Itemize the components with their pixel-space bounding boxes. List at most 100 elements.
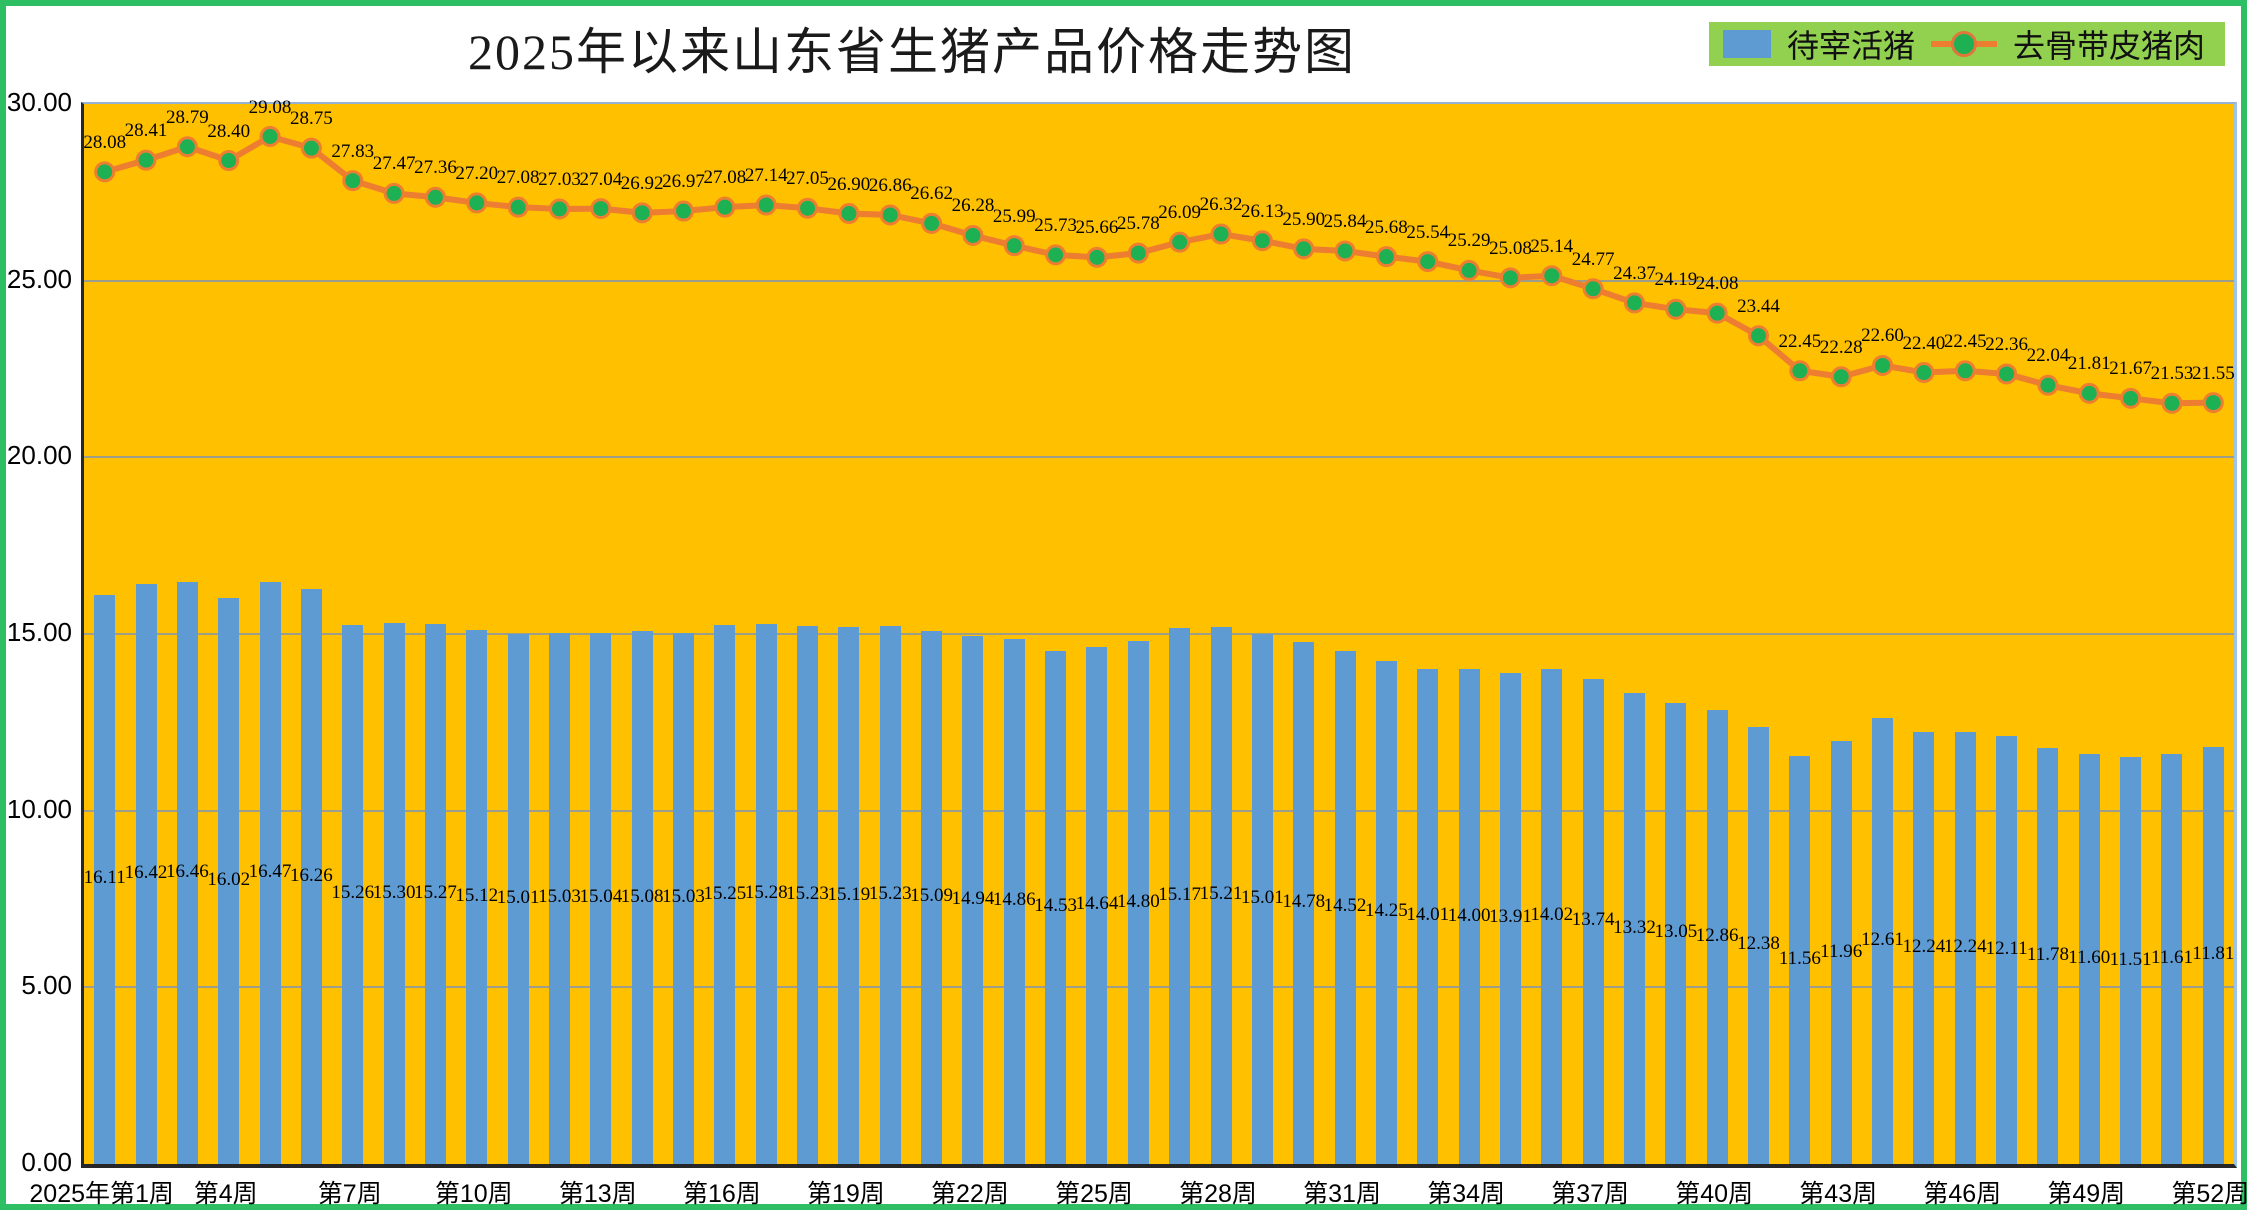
legend-bar-swatch-icon <box>1722 30 1771 58</box>
gridline <box>84 809 2234 812</box>
bar-week-34 <box>1458 669 1480 1164</box>
chart-title: 2025年以来山东省生猪产品价格走势图 <box>468 24 1356 80</box>
line-marker-week-12 <box>548 198 570 220</box>
line-marker-week-30 <box>1293 238 1315 260</box>
x-tick-label: 第7周 <box>317 1180 382 1208</box>
line-marker-week-18 <box>797 197 819 219</box>
bar-week-28 <box>1210 626 1232 1164</box>
bar-week-41 <box>1748 726 1770 1164</box>
bar-week-52 <box>2202 746 2224 1164</box>
line-marker-week-35 <box>1499 267 1521 289</box>
legend-label-bars: 待宰活猪 <box>1786 28 1915 64</box>
line-marker-week-36 <box>1541 265 1563 287</box>
line-marker-week-44 <box>1872 354 1894 376</box>
bar-week-6 <box>300 589 322 1164</box>
legend: 待宰活猪 去骨带皮猪肉 <box>1708 22 2225 66</box>
x-tick-label: 第31周 <box>1303 1180 1381 1208</box>
line-marker-week-2 <box>135 149 157 171</box>
line-marker-week-40 <box>1706 302 1728 324</box>
line-marker-week-49 <box>2078 382 2100 404</box>
line-marker-week-9 <box>424 186 446 208</box>
line-marker-week-34 <box>1458 259 1480 281</box>
bar-week-40 <box>1706 709 1728 1164</box>
plot-area: 16.11 16.42 16.46 16.02 16.47 16.26 15.26 15.30… <box>81 97 2237 1168</box>
line-marker-week-37 <box>1582 278 1604 300</box>
bar-week-46 <box>1954 731 1976 1164</box>
bar-week-13 <box>590 632 612 1164</box>
y-tick-label: 20.00 <box>6 440 72 471</box>
line-marker-week-42 <box>1789 360 1811 382</box>
bar-week-18 <box>797 625 819 1164</box>
line-marker-week-48 <box>2037 374 2059 396</box>
bar-week-31 <box>1334 650 1356 1164</box>
bar-week-42 <box>1789 755 1811 1164</box>
line-marker-week-21 <box>921 212 943 234</box>
bar-week-26 <box>1127 641 1149 1164</box>
bar-week-4 <box>218 597 240 1164</box>
x-tick-label: 第13周 <box>558 1180 637 1208</box>
line-marker-week-24 <box>1045 244 1067 266</box>
line-marker-week-50 <box>2120 387 2142 409</box>
bar-week-38 <box>1623 693 1645 1164</box>
line-marker-week-14 <box>631 202 653 224</box>
gridline <box>84 633 2234 635</box>
y-tick-label: 15.00 <box>6 617 72 647</box>
bar-week-27 <box>1169 628 1191 1164</box>
bar-week-3 <box>176 582 198 1164</box>
bar-week-20 <box>879 625 901 1164</box>
bar-week-17 <box>755 624 777 1164</box>
bar-week-8 <box>383 623 405 1164</box>
line-marker-week-26 <box>1127 242 1149 264</box>
legend-label-line: 去骨带皮猪肉 <box>2012 28 2205 64</box>
line-marker-week-43 <box>1830 366 1852 388</box>
bar-week-2 <box>135 583 157 1164</box>
bar-week-43 <box>1830 741 1852 1164</box>
legend-line-marker-icon <box>1950 31 1977 57</box>
bar-week-22 <box>962 636 984 1164</box>
line-marker-week-7 <box>342 170 364 192</box>
bar-week-16 <box>714 625 736 1164</box>
x-tick-label: 第16周 <box>682 1180 761 1208</box>
line-marker-week-13 <box>590 198 612 220</box>
line-marker-week-11 <box>507 196 529 218</box>
bar-week-24 <box>1045 650 1067 1164</box>
bar-week-9 <box>424 624 446 1164</box>
line-marker-week-19 <box>838 203 860 225</box>
line-marker-week-28 <box>1210 223 1232 245</box>
gridline <box>84 986 2234 989</box>
line-marker-week-10 <box>466 192 488 214</box>
legend-line-swatch-icon <box>1930 31 1997 57</box>
x-tick-label: 第25周 <box>1055 1180 1133 1208</box>
bar-week-29 <box>1251 633 1273 1164</box>
line-marker-week-25 <box>1086 246 1108 268</box>
x-tick-label: 第49周 <box>2047 1180 2126 1208</box>
line-marker-week-46 <box>1954 360 1976 382</box>
bar-week-36 <box>1541 668 1563 1164</box>
bar-week-7 <box>342 624 364 1164</box>
bar-week-45 <box>1913 731 1935 1164</box>
line-marker-week-38 <box>1623 292 1645 314</box>
y-axis-labels: 0.00 5.00 10.00 15.00 20.00 25.00 30.00 <box>6 6 76 1216</box>
line-marker-week-51 <box>2161 392 2183 414</box>
bar-week-48 <box>2037 747 2059 1164</box>
x-tick-label: 第19周 <box>806 1180 885 1208</box>
line-marker-week-8 <box>383 182 405 204</box>
line-marker-week-3 <box>176 136 198 158</box>
line-marker-week-27 <box>1169 231 1191 253</box>
bar-week-33 <box>1417 668 1439 1164</box>
bar-week-32 <box>1375 660 1397 1164</box>
line-marker-week-39 <box>1665 298 1687 320</box>
line-marker-week-6 <box>300 137 322 159</box>
bar-week-35 <box>1499 672 1521 1164</box>
line-marker-week-52 <box>2202 392 2224 414</box>
line-marker-week-45 <box>1913 362 1935 384</box>
x-tick-label: 第4周 <box>193 1180 258 1208</box>
x-tick-label: 第40周 <box>1675 1180 1754 1208</box>
bar-week-30 <box>1293 641 1315 1164</box>
line-marker-week-15 <box>673 200 695 222</box>
bar-week-23 <box>1003 638 1025 1164</box>
x-tick-label: 第37周 <box>1551 1180 1630 1208</box>
line-series <box>94 126 2224 414</box>
x-tick-label: 第46周 <box>1923 1180 2002 1208</box>
